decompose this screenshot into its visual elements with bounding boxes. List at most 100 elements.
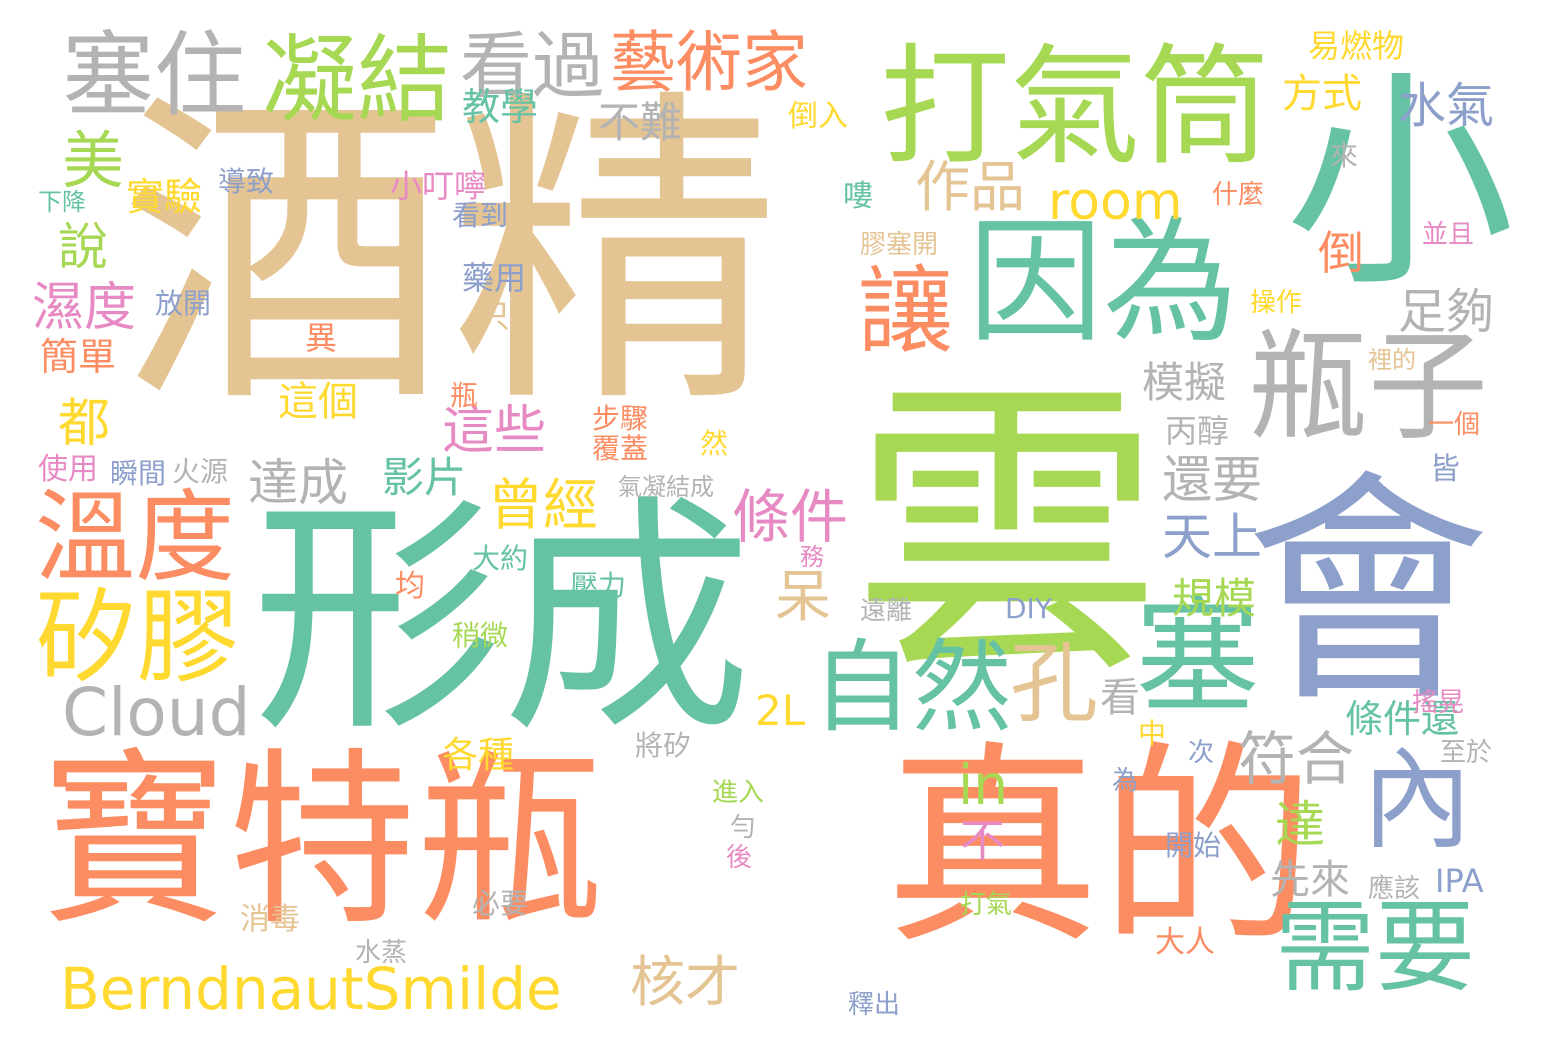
word: 瓶子 [1248, 318, 1488, 457]
word: 看 [1100, 675, 1140, 721]
word: 孔 [1010, 632, 1099, 735]
word: 嘍 [843, 179, 873, 214]
word: 瓶 [450, 379, 479, 412]
word: 覆蓋 [592, 432, 649, 465]
word: 會 [1245, 450, 1490, 735]
word: 模擬 [1142, 358, 1227, 407]
word: 火源 [172, 455, 229, 488]
word: 達 [1275, 796, 1325, 854]
word: 看過 [460, 24, 605, 108]
word: 必要 [472, 887, 529, 920]
word: 濕度 [32, 278, 137, 338]
word: 塞 [1135, 585, 1260, 730]
word: 遠離 [860, 596, 913, 626]
word: in [958, 753, 1009, 817]
word: 藥用 [462, 259, 527, 297]
word: 不 [960, 814, 1006, 867]
word: 需要 [1275, 889, 1475, 1006]
word: 自然 [812, 629, 1012, 746]
word: 倒 [1318, 226, 1364, 280]
word: 溫度 [35, 479, 235, 596]
word: 作品 [915, 155, 1026, 219]
word: 條件還 [1345, 697, 1460, 741]
word: 打氣 [960, 890, 1013, 920]
word: 簡單 [40, 335, 117, 379]
word: 核才 [630, 950, 741, 1014]
word: 塞住 [62, 22, 247, 129]
word: 下降 [38, 188, 86, 216]
word: 矽膠 [35, 579, 239, 698]
word: 曾經 [488, 473, 599, 537]
word: 氣凝結成 [618, 473, 714, 501]
word: 雲 [852, 354, 1162, 715]
word: 倒入 [788, 99, 848, 134]
word: 2L [755, 686, 806, 735]
word: 呆 [775, 565, 831, 630]
word: 步驟 [592, 402, 649, 435]
word: 影片 [382, 453, 467, 502]
word: 水氣 [1398, 78, 1495, 134]
word: 釋出 [848, 990, 901, 1020]
word: 操作 [1250, 288, 1303, 318]
word: 壓力 [570, 569, 627, 602]
word: 方式 [1282, 71, 1362, 117]
word: 真的 [885, 722, 1315, 973]
word: 大約 [472, 542, 529, 575]
word: 瞬間 [110, 457, 167, 490]
word: 大人 [1155, 925, 1215, 960]
word: 異 [305, 319, 338, 357]
word: 藝術家 [610, 24, 808, 101]
word: 天上 [1162, 508, 1262, 566]
word: 為 [1112, 766, 1139, 796]
word: 開始 [1165, 829, 1222, 862]
word: 實驗 [126, 175, 203, 219]
word: 不難 [598, 98, 683, 147]
word: 至於 [1440, 738, 1493, 768]
word: 將矽 [635, 729, 692, 762]
word: 搖晃 [1412, 688, 1465, 718]
word: 形成 [252, 474, 752, 765]
word: 易燃物 [1308, 27, 1405, 65]
word: 這個 [278, 379, 358, 425]
word: 說 [58, 218, 108, 276]
word: 小 [1285, 51, 1516, 318]
word: 來 [1330, 139, 1359, 172]
word: 規模 [1172, 574, 1257, 623]
word: 稍微 [452, 619, 509, 652]
word: 什麼 [1212, 180, 1265, 210]
word: 足夠 [1398, 284, 1495, 340]
word: 因為 [968, 204, 1238, 361]
word: 條件 [732, 483, 849, 551]
word: 還要 [1162, 451, 1262, 509]
word: 凝結 [262, 26, 453, 136]
word: 打氣筒 [880, 31, 1271, 183]
word: 消毒 [240, 902, 300, 937]
word: 裡的 [1368, 346, 1416, 374]
word: 酒精 [120, 63, 780, 447]
word: 應該 [1368, 874, 1421, 904]
word: IPA [1435, 862, 1484, 900]
word: 先來 [1270, 857, 1350, 903]
word: 放開 [155, 287, 212, 320]
word: 只 [478, 297, 511, 335]
word: 內 [1362, 736, 1472, 864]
word: 使用 [38, 452, 98, 487]
word: Cloud [62, 674, 251, 751]
word: 均 [395, 569, 425, 604]
word: 符合 [1238, 725, 1355, 793]
word: 看到 [452, 199, 509, 232]
word: 後 [726, 843, 753, 873]
word: 務 [800, 543, 824, 571]
word: 進入 [712, 778, 765, 808]
word: 然 [700, 427, 729, 460]
word: 達成 [248, 454, 348, 512]
word: 都 [58, 394, 111, 454]
word: DIY [1005, 592, 1052, 625]
word: BerndnautSmilde [60, 955, 562, 1023]
word: room [1048, 172, 1183, 232]
word: 美 [62, 124, 125, 197]
word: 讓 [858, 257, 954, 367]
word: 這些 [442, 401, 547, 461]
word: 丙醇 [1165, 412, 1230, 450]
